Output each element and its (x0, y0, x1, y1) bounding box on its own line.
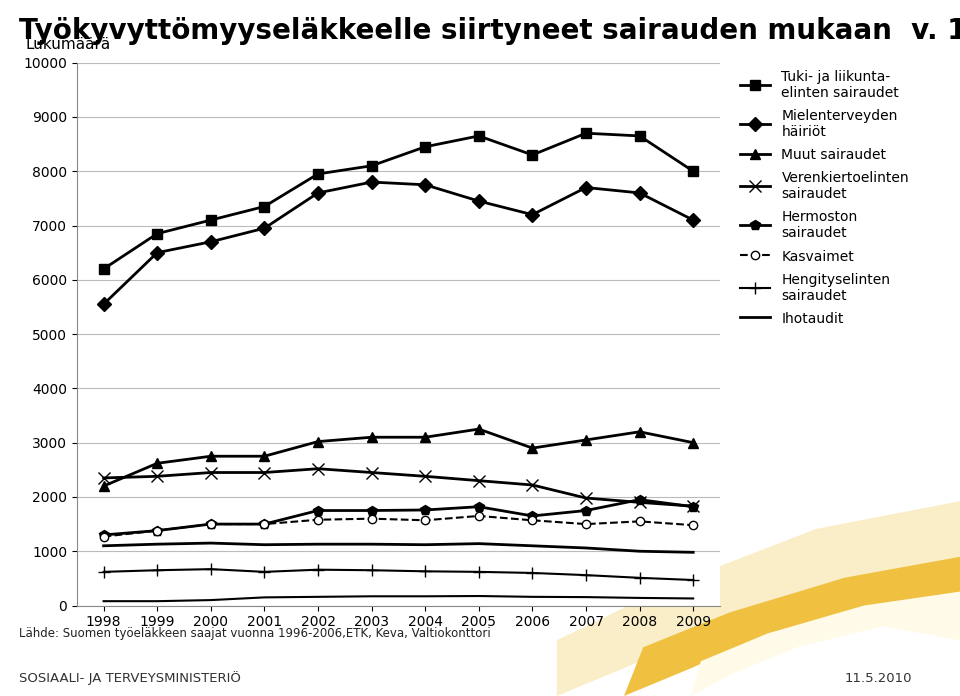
Text: Lukumäärä: Lukumäärä (25, 37, 110, 52)
PathPatch shape (557, 501, 960, 696)
PathPatch shape (691, 592, 960, 696)
Legend: Tuki- ja liikunta-
elinten sairaudet, Mielenterveyden
häiriöt, Muut sairaudet, V: Tuki- ja liikunta- elinten sairaudet, Mi… (740, 70, 909, 326)
Text: SOSIAALI- JA TERVEYSMINISTERIÖ: SOSIAALI- JA TERVEYSMINISTERIÖ (19, 671, 241, 685)
Text: 11.5.2010: 11.5.2010 (845, 672, 912, 685)
PathPatch shape (624, 557, 960, 696)
Text: Lähde: Suomen työeläkkeen saajat vuonna 1996-2006,ETK, Keva, Valtiokonttori: Lähde: Suomen työeläkkeen saajat vuonna … (19, 627, 491, 640)
Text: Työkyvyttömyyseläkkeelle siirtyneet sairauden mukaan  v. 1998-2009: Työkyvyttömyyseläkkeelle siirtyneet sair… (19, 17, 960, 45)
